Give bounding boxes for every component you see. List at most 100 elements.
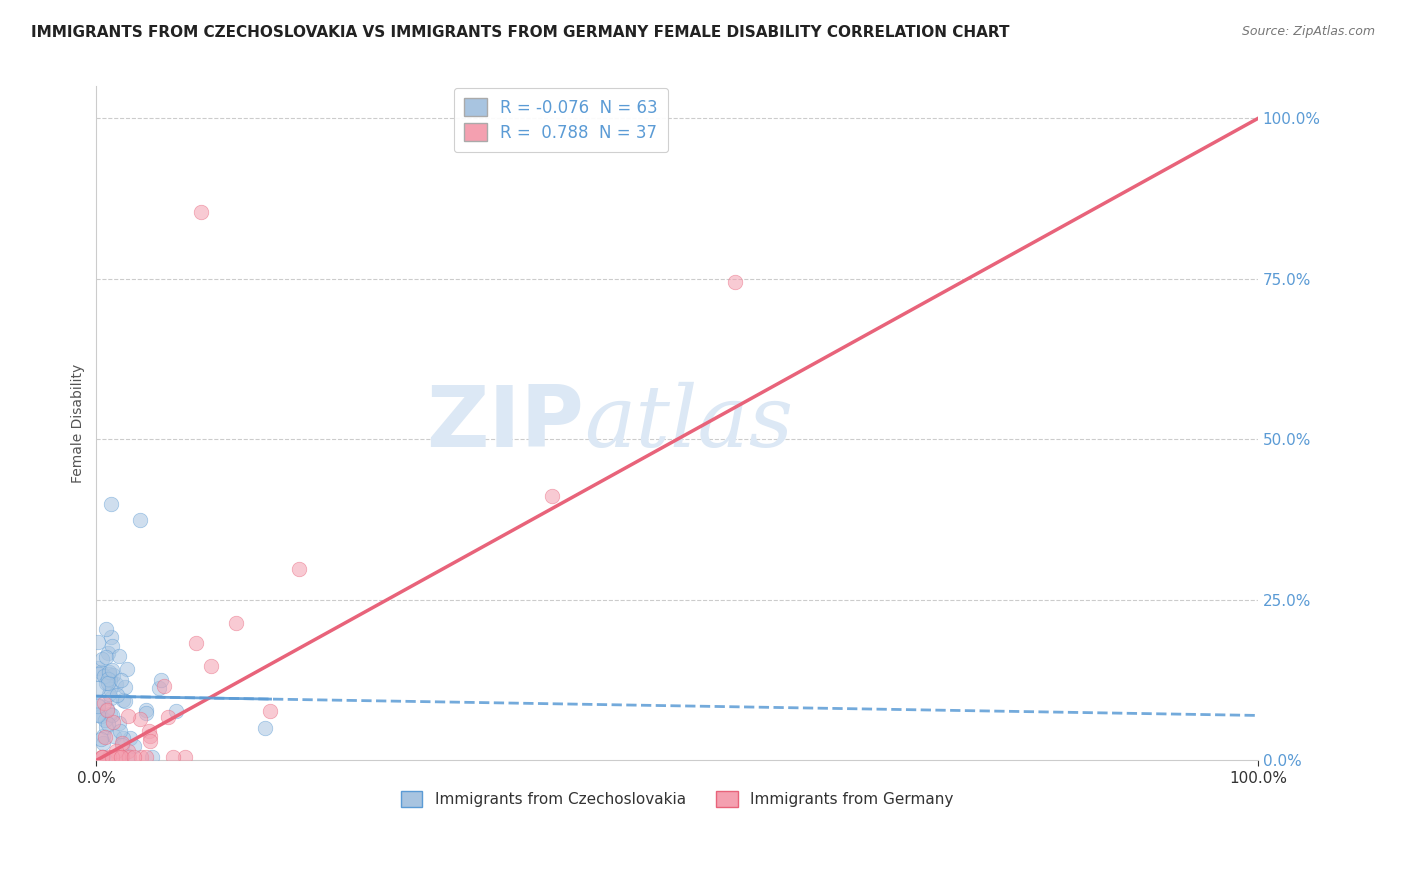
Point	[129, 513, 152, 527]
Legend: Immigrants from Czechoslovakia, Immigrants from Germany: Immigrants from Czechoslovakia, Immigran…	[395, 785, 959, 814]
Point	[724, 275, 747, 289]
Point	[139, 729, 162, 743]
Point	[150, 673, 173, 687]
Point	[94, 676, 117, 690]
Point	[141, 750, 163, 764]
Point	[115, 662, 138, 676]
Point	[190, 204, 212, 219]
Point	[111, 731, 134, 746]
Point	[173, 750, 195, 764]
Point	[101, 639, 124, 653]
Point	[135, 750, 157, 764]
Point	[91, 750, 114, 764]
Point	[100, 682, 122, 697]
Point	[103, 729, 125, 743]
Point	[91, 750, 114, 764]
Point	[153, 680, 176, 694]
Point	[100, 497, 122, 511]
Point	[96, 716, 118, 731]
Point	[96, 703, 118, 717]
Point	[148, 681, 170, 696]
Point	[124, 750, 146, 764]
Point	[96, 701, 118, 715]
Point	[94, 713, 117, 727]
Point	[94, 650, 117, 665]
Point	[93, 696, 115, 710]
Point	[287, 562, 309, 576]
Point	[165, 705, 187, 719]
Point	[93, 736, 115, 750]
Point	[107, 750, 129, 764]
Point	[117, 748, 139, 763]
Point	[90, 665, 112, 680]
Point	[101, 707, 124, 722]
Point	[225, 615, 247, 630]
Y-axis label: Female Disability: Female Disability	[72, 364, 86, 483]
Point	[87, 661, 110, 675]
Point	[101, 750, 124, 764]
Text: IMMIGRANTS FROM CZECHOSLOVAKIA VS IMMIGRANTS FROM GERMANY FEMALE DISABILITY CORR: IMMIGRANTS FROM CZECHOSLOVAKIA VS IMMIGR…	[31, 25, 1010, 40]
Point	[98, 673, 121, 688]
Point	[86, 681, 108, 696]
Point	[111, 738, 134, 752]
Text: ZIP: ZIP	[426, 382, 583, 465]
Point	[110, 724, 132, 739]
Point	[97, 687, 120, 701]
Point	[110, 673, 132, 687]
Point	[87, 707, 110, 722]
Point	[97, 673, 120, 687]
Point	[129, 750, 152, 764]
Point	[94, 622, 117, 636]
Point	[108, 715, 131, 730]
Point	[91, 750, 114, 764]
Point	[87, 698, 110, 713]
Point	[86, 708, 108, 723]
Point	[98, 750, 121, 764]
Point	[135, 703, 157, 717]
Point	[97, 667, 120, 681]
Point	[120, 731, 142, 745]
Point	[87, 698, 110, 713]
Point	[93, 730, 115, 744]
Point	[112, 693, 135, 707]
Point	[105, 688, 128, 702]
Point	[200, 658, 222, 673]
Point	[107, 750, 129, 764]
Point	[96, 720, 118, 734]
Point	[157, 709, 180, 723]
Point	[86, 635, 108, 649]
Point	[89, 732, 111, 747]
Point	[184, 635, 207, 649]
Point	[101, 668, 124, 682]
Point	[100, 631, 122, 645]
Point	[98, 707, 121, 722]
Point	[118, 750, 141, 764]
Point	[124, 739, 146, 753]
Point	[98, 665, 121, 679]
Point	[111, 750, 134, 764]
Point	[540, 490, 562, 504]
Text: Source: ZipAtlas.com: Source: ZipAtlas.com	[1241, 25, 1375, 38]
Point	[90, 708, 112, 723]
Point	[91, 729, 114, 743]
Point	[259, 704, 281, 718]
Point	[117, 744, 139, 758]
Point	[93, 669, 115, 683]
Point	[100, 690, 122, 705]
Point	[129, 712, 152, 726]
Point	[111, 736, 134, 750]
Point	[89, 667, 111, 681]
Point	[104, 677, 127, 691]
Point	[117, 709, 139, 723]
Point	[135, 706, 157, 721]
Text: atlas: atlas	[583, 382, 793, 465]
Point	[253, 721, 276, 735]
Point	[114, 694, 136, 708]
Point	[162, 750, 184, 764]
Point	[107, 648, 129, 663]
Point	[105, 744, 128, 758]
Point	[90, 652, 112, 666]
Point	[97, 646, 120, 660]
Point	[101, 663, 124, 677]
Point	[114, 680, 136, 694]
